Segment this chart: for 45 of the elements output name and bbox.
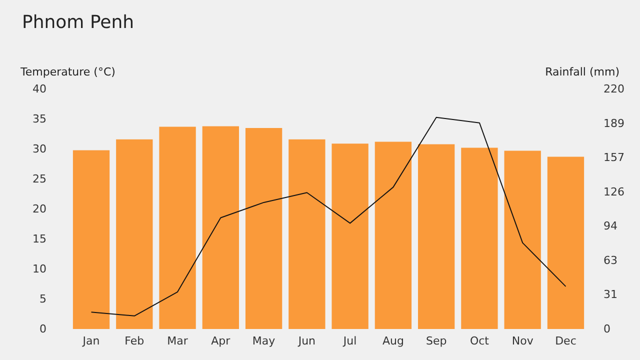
y-tick-label: 35 — [32, 112, 46, 126]
y-tick-label: 40 — [32, 82, 46, 96]
y2-tick-label: 126 — [604, 185, 624, 198]
y-tick-label: 5 — [40, 292, 46, 306]
y-tick-label: 0 — [40, 322, 46, 336]
bar — [547, 156, 584, 329]
bar — [245, 128, 282, 329]
x-tick-label: Oct — [470, 334, 490, 348]
x-tick-label: Jan — [82, 334, 100, 348]
bar — [418, 144, 455, 329]
y2-tick-label: 157 — [604, 151, 624, 164]
bar — [461, 148, 498, 329]
bar — [116, 139, 153, 329]
x-tick-label: Nov — [512, 334, 534, 348]
x-tick-label: Dec — [555, 334, 576, 348]
x-tick-label: Feb — [124, 334, 144, 348]
chart-title: Phnom Penh — [22, 12, 134, 33]
x-tick-label: Mar — [167, 334, 188, 348]
bar — [332, 144, 368, 329]
y-tick-label: 25 — [32, 172, 46, 186]
y-tick-label: 30 — [32, 142, 46, 156]
y2-tick-label: 189 — [604, 116, 624, 130]
x-tick-label: Sep — [426, 334, 447, 348]
y2-tick-label: 0 — [604, 322, 610, 336]
y2-tick-label: 63 — [604, 254, 618, 267]
y2-axis-title: Rainfall (mm) — [545, 66, 620, 78]
bar — [159, 126, 196, 329]
y-tick-label: 20 — [32, 202, 46, 216]
y2-tick-label: 31 — [604, 288, 618, 302]
bar — [288, 139, 326, 329]
bar — [504, 150, 541, 329]
bar — [72, 150, 110, 329]
x-tick-label: Aug — [382, 334, 404, 348]
x-tick-label: May — [252, 334, 276, 348]
x-tick-label: Jul — [342, 334, 357, 348]
y-axis-title: Temperature (°C) — [20, 66, 116, 78]
x-tick-label: Jun — [297, 334, 316, 348]
y2-tick-label: 94 — [604, 220, 618, 233]
y2-tick-label: 220 — [604, 82, 624, 96]
y-tick-label: 15 — [32, 232, 46, 246]
y-tick-label: 10 — [32, 262, 46, 276]
x-tick-label: Apr — [211, 334, 231, 348]
line-series — [90, 116, 566, 316]
bar — [202, 126, 239, 329]
bar — [374, 142, 412, 329]
